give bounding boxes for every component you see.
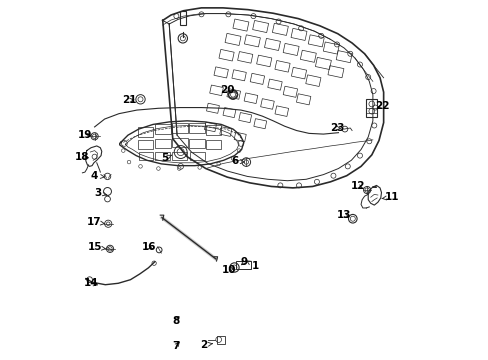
Text: 9: 9: [240, 257, 247, 267]
Bar: [323, 42, 339, 54]
Bar: [336, 51, 351, 63]
Bar: [296, 94, 310, 105]
Text: 10: 10: [222, 265, 236, 275]
Bar: [274, 60, 289, 72]
Text: 11: 11: [381, 192, 399, 202]
Bar: [206, 103, 219, 113]
Bar: [300, 50, 316, 62]
Bar: [219, 49, 234, 61]
Text: 12: 12: [350, 181, 365, 192]
Text: 8: 8: [172, 316, 180, 325]
Bar: [252, 21, 268, 32]
Bar: [238, 113, 251, 123]
Bar: [232, 19, 248, 31]
Bar: [226, 89, 240, 99]
Text: 6: 6: [231, 156, 244, 166]
Bar: [305, 75, 320, 86]
Bar: [189, 123, 204, 133]
Bar: [189, 152, 204, 160]
Text: 17: 17: [87, 217, 104, 227]
Bar: [224, 33, 241, 45]
Bar: [315, 57, 331, 69]
Bar: [139, 152, 153, 159]
Bar: [256, 55, 271, 67]
Bar: [307, 35, 324, 47]
Bar: [274, 106, 288, 116]
Bar: [220, 127, 231, 136]
Bar: [214, 67, 228, 78]
Bar: [209, 85, 223, 96]
Text: 13: 13: [336, 210, 351, 220]
Bar: [206, 125, 221, 135]
Bar: [236, 261, 251, 269]
Text: 2: 2: [199, 340, 212, 350]
Bar: [264, 39, 280, 50]
Bar: [217, 336, 224, 343]
Bar: [171, 123, 187, 133]
Bar: [290, 28, 306, 40]
Bar: [179, 11, 185, 25]
Text: 7: 7: [172, 341, 180, 351]
Bar: [155, 124, 170, 134]
Bar: [260, 99, 274, 109]
Text: 21: 21: [122, 95, 136, 105]
Text: 1: 1: [246, 261, 258, 271]
Bar: [253, 119, 266, 129]
Bar: [171, 138, 187, 147]
Bar: [272, 23, 288, 35]
Bar: [250, 73, 264, 85]
Text: 4: 4: [91, 171, 104, 181]
Text: 3: 3: [94, 188, 106, 198]
Bar: [327, 66, 343, 78]
Bar: [267, 79, 282, 90]
Bar: [172, 152, 187, 159]
Bar: [244, 93, 257, 104]
Text: 23: 23: [329, 123, 344, 133]
Bar: [237, 51, 252, 63]
Text: 15: 15: [87, 242, 105, 252]
Bar: [231, 70, 246, 81]
Text: 16: 16: [142, 242, 156, 252]
Bar: [366, 99, 376, 117]
Bar: [204, 122, 216, 132]
Bar: [206, 140, 221, 149]
Bar: [155, 152, 170, 159]
Bar: [138, 127, 153, 136]
Bar: [244, 35, 260, 47]
Text: 22: 22: [375, 102, 389, 112]
Bar: [234, 132, 246, 142]
Text: 14: 14: [83, 278, 98, 288]
Text: 20: 20: [220, 85, 234, 95]
Text: 19: 19: [78, 130, 92, 140]
Bar: [283, 86, 297, 97]
Text: 5: 5: [161, 153, 171, 163]
Bar: [223, 108, 235, 118]
Bar: [155, 139, 170, 148]
Bar: [138, 140, 153, 149]
Bar: [283, 44, 299, 55]
Bar: [291, 67, 306, 79]
Text: 18: 18: [75, 152, 89, 162]
Bar: [189, 139, 204, 148]
